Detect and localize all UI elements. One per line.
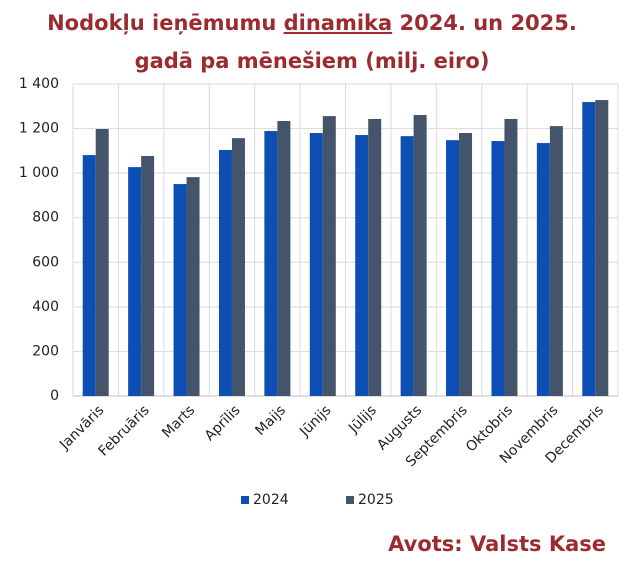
y-tick-label: 0: [50, 388, 59, 404]
bar: [413, 114, 427, 396]
y-tick-label: 600: [32, 254, 59, 270]
bar: [549, 126, 563, 397]
x-tick-label: Jūlijs: [345, 402, 380, 437]
x-tick-label: Jūnijs: [296, 402, 334, 440]
bar: [186, 177, 200, 396]
bar: [264, 131, 278, 396]
bar: [309, 133, 323, 396]
legend-swatch: [346, 496, 354, 504]
bar: [355, 135, 369, 396]
x-tick-label: Maijs: [252, 402, 289, 439]
title-part: Nodokļu ieņēmumu: [47, 11, 277, 35]
bar: [491, 141, 505, 396]
legend-label: 2025: [358, 492, 394, 508]
chart-title: Nodokļu ieņēmumu dinamika 2024. un 2025.…: [0, 4, 624, 80]
bar: [231, 138, 245, 396]
bar: [95, 129, 109, 396]
bar: [582, 102, 596, 397]
bar: [400, 136, 414, 397]
bar: [536, 143, 550, 396]
title-underlined: dinamika: [283, 11, 393, 35]
bar: [82, 155, 96, 396]
source: Avots: Valsts Kase: [388, 532, 606, 556]
bar: [128, 167, 142, 396]
y-tick-label: 200: [32, 343, 59, 359]
bar: [459, 133, 473, 396]
legend-swatch: [241, 496, 249, 504]
x-tick-label: Aprīlis: [202, 402, 244, 444]
bar: [141, 155, 155, 396]
x-tick-label: Marts: [159, 402, 198, 441]
y-tick-label: 1 400: [19, 76, 59, 92]
bar: [218, 149, 232, 396]
bar: [368, 118, 382, 396]
title-part: gadā pa mēnešiem (milj. eiro): [134, 49, 490, 73]
bar: [504, 118, 518, 396]
bar: [277, 120, 291, 396]
y-tick-label: 1 000: [19, 165, 59, 181]
y-tick-label: 1 200: [19, 121, 59, 137]
y-tick-label: 800: [32, 210, 59, 226]
bar: [446, 140, 460, 396]
title-part: 2024. un 2025.: [399, 11, 577, 35]
y-tick-label: 400: [32, 299, 59, 315]
bar: [322, 116, 336, 396]
bar: [173, 184, 187, 396]
bar: [595, 100, 609, 396]
legend-label: 2024: [253, 492, 289, 508]
